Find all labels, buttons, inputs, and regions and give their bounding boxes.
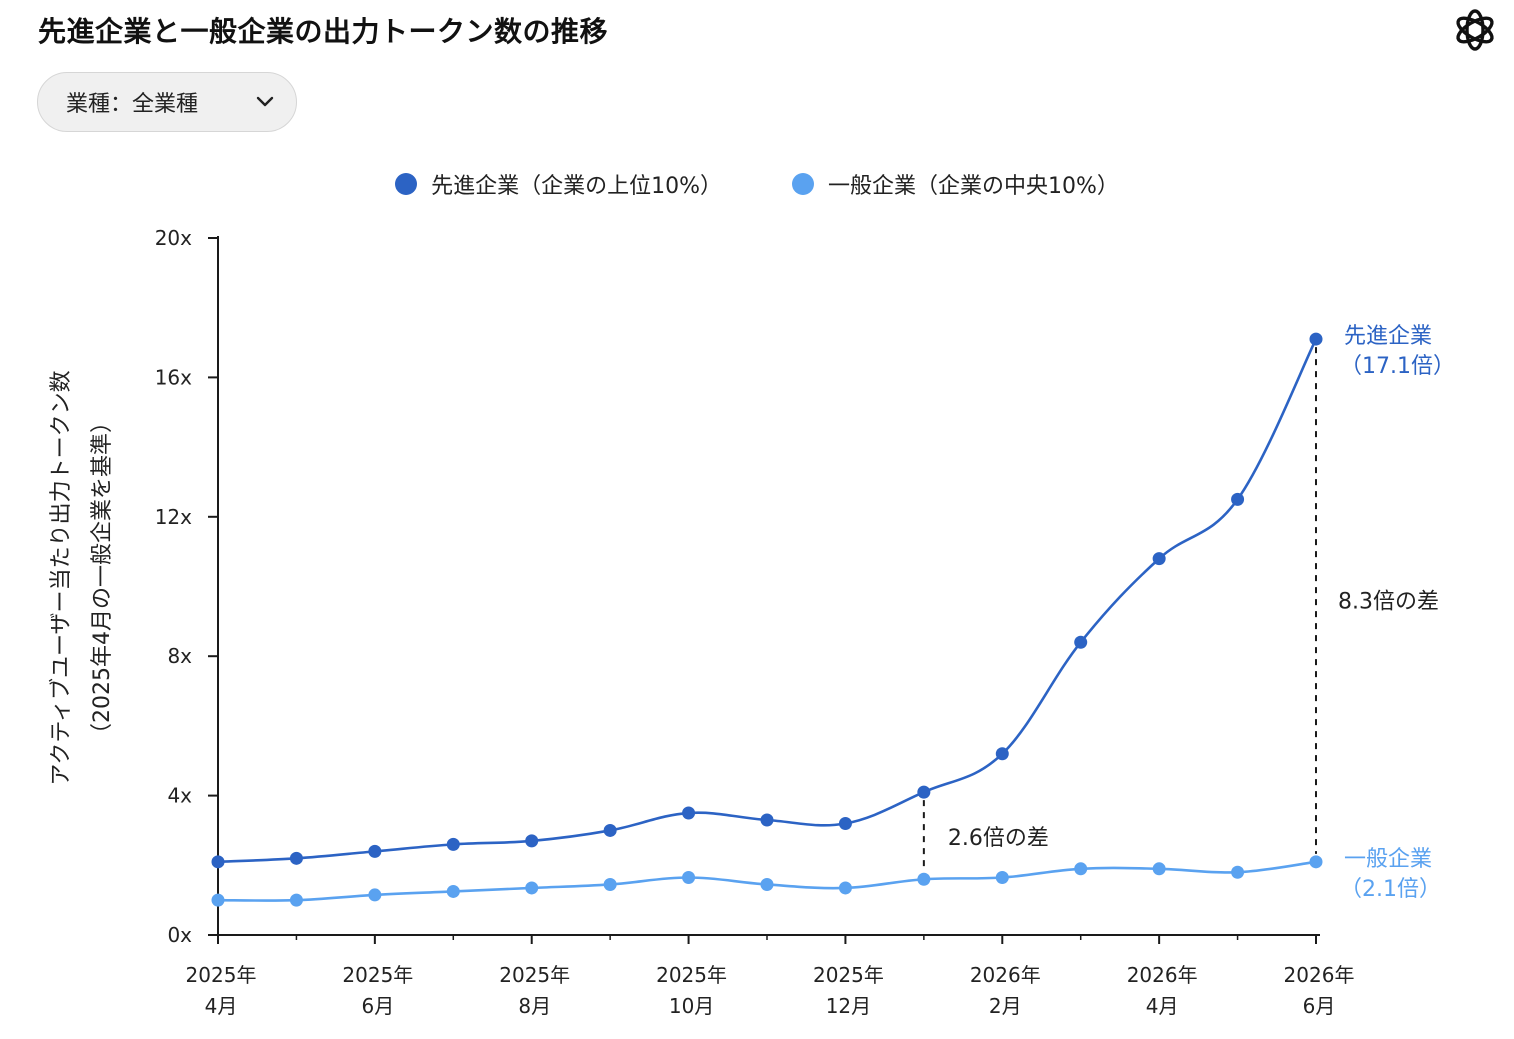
data-point-advanced: [211, 855, 225, 869]
data-point-advanced: [446, 837, 460, 851]
data-point-advanced: [603, 823, 617, 837]
x-tick-label-month: 6月: [1303, 994, 1336, 1018]
data-point-general: [682, 870, 696, 884]
x-tick-label-month: 6月: [361, 994, 394, 1018]
x-tick-label-year: 2026年: [1127, 963, 1198, 987]
y-tick-label: 4x: [167, 784, 192, 808]
data-point-advanced: [1074, 635, 1088, 649]
data-point-advanced: [289, 851, 303, 865]
x-tick-label-year: 2025年: [813, 963, 884, 987]
chevron-down-icon: [256, 96, 274, 107]
data-point-general: [995, 870, 1009, 884]
y-tick-label: 20x: [155, 226, 192, 250]
data-point-general: [1152, 862, 1166, 876]
legend-dot-general: [792, 173, 814, 195]
data-point-advanced: [838, 816, 852, 830]
chart-legend: 先進企業（企業の上位10%） 一般企業（企業の中央10%）: [0, 164, 1514, 204]
x-tick-label-month: 8月: [518, 994, 551, 1018]
series-line-advanced: [217, 338, 1318, 864]
x-tick-label-month: 4月: [1146, 994, 1179, 1018]
y-tick-label: 12x: [155, 505, 192, 529]
industry-filter-dropdown[interactable]: 業種：全業種: [37, 72, 297, 132]
data-point-general: [1231, 865, 1245, 879]
x-tick-label-year: 2025年: [656, 963, 727, 987]
end-label-multiple: （2.1倍）: [1340, 877, 1441, 902]
legend-label-general: 一般企業（企業の中央10%）: [828, 174, 1119, 199]
x-tick-label-month: 4月: [205, 994, 238, 1018]
data-point-advanced: [525, 834, 539, 848]
data-point-advanced: [760, 813, 774, 827]
x-tick-label-year: 2026年: [1284, 963, 1355, 987]
data-point-advanced: [995, 747, 1009, 761]
x-tick-label-month: 10月: [669, 994, 714, 1018]
data-point-general: [1074, 862, 1088, 876]
x-tick-label-month: 2月: [989, 994, 1022, 1018]
y-tick-label: 16x: [155, 365, 192, 389]
x-tick-label-year: 2026年: [970, 963, 1041, 987]
data-point-advanced: [682, 806, 696, 820]
y-tick-label: 8x: [167, 644, 192, 668]
openai-logo-icon: [1456, 9, 1494, 51]
x-tick-label-month: 12月: [826, 994, 871, 1018]
x-tick-label-year: 2025年: [186, 963, 257, 987]
data-point-general: [760, 877, 774, 891]
end-label-name: 一般企業: [1344, 847, 1432, 872]
legend-item-advanced: 先進企業（企業の上位10%）: [395, 164, 722, 204]
data-point-general: [368, 888, 382, 902]
chart-title: 先進企業と一般企業の出力トークン数の推移: [38, 15, 609, 48]
gap-annotation-label: 2.6倍の差: [948, 826, 1049, 851]
data-point-advanced: [917, 785, 931, 799]
end-label-name: 先進企業: [1344, 324, 1432, 349]
data-point-advanced: [1231, 492, 1245, 506]
data-point-general: [917, 872, 931, 886]
data-point-general: [211, 893, 225, 907]
gap-annotation-label: 8.3倍の差: [1338, 589, 1439, 614]
data-point-advanced: [368, 844, 382, 858]
data-point-general: [838, 881, 852, 895]
data-point-general: [525, 881, 539, 895]
data-point-advanced: [1152, 552, 1166, 566]
data-point-general: [289, 893, 303, 907]
end-label-multiple: （17.1倍）: [1340, 354, 1455, 379]
industry-filter-label: 業種：全業種: [66, 92, 199, 117]
y-tick-label: 0x: [167, 923, 192, 947]
data-point-general: [446, 884, 460, 898]
legend-item-general: 一般企業（企業の中央10%）: [792, 164, 1119, 204]
data-point-general: [1309, 855, 1323, 869]
x-tick-label-year: 2025年: [342, 963, 413, 987]
legend-dot-advanced: [395, 173, 418, 195]
data-point-advanced: [1309, 332, 1323, 346]
x-tick-label-year: 2025年: [499, 963, 570, 987]
legend-label-advanced: 先進企業（企業の上位10%）: [431, 174, 722, 199]
data-point-general: [603, 877, 617, 891]
